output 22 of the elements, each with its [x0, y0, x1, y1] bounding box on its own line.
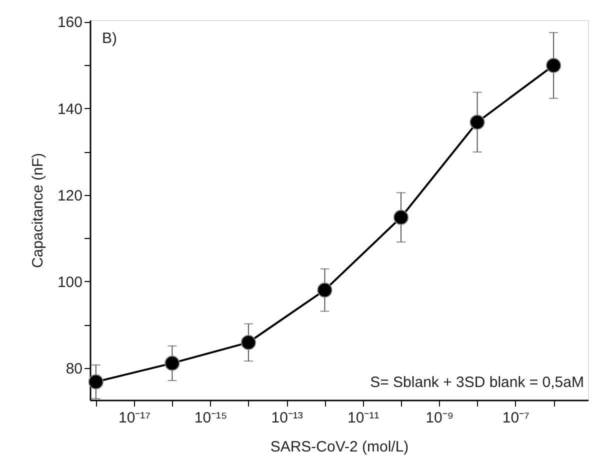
x-tick-label: 10⁻¹⁵ — [194, 410, 228, 426]
point — [317, 282, 332, 298]
x-tick-label: 10⁻¹¹ — [348, 410, 380, 426]
x-tick-label: 10⁻¹⁷ — [118, 410, 151, 426]
y-axis-title: Capacitance (nF) — [29, 152, 46, 268]
y-tick-label: 160 — [57, 14, 82, 32]
point — [470, 114, 485, 130]
point — [240, 334, 256, 350]
y-tick-label: 100 — [57, 274, 82, 291]
y-tick-label: 120 — [57, 187, 82, 204]
point — [393, 210, 409, 225]
x-tick-label: 10⁻⁹ — [426, 410, 454, 426]
point — [546, 58, 562, 73]
x-axis-title: SARS-CoV-2 (mol/L) — [270, 438, 409, 456]
x-tick-label: 10⁻⁷ — [502, 410, 530, 426]
point — [164, 356, 180, 371]
y-tick-label: 80 — [66, 360, 82, 378]
point — [88, 374, 104, 390]
y-tick-label: 140 — [57, 100, 82, 118]
annotation: S= Sblank + 3SD blank = 0,5aM — [370, 374, 584, 391]
annotation: B) — [102, 30, 118, 47]
x-tick-label: 10⁻¹³ — [271, 410, 303, 426]
